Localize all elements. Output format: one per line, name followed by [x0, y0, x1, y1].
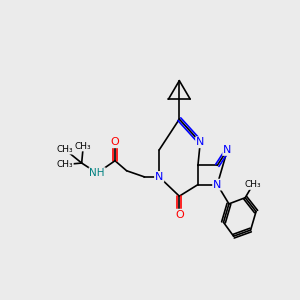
Text: CH₃: CH₃ [56, 145, 73, 154]
Text: N: N [155, 172, 164, 182]
Text: N: N [213, 180, 221, 190]
Text: CH₃: CH₃ [75, 142, 92, 151]
Text: CH₃: CH₃ [244, 180, 261, 189]
Text: N: N [223, 145, 232, 155]
Text: O: O [175, 210, 184, 220]
Text: N: N [196, 137, 204, 147]
Text: CH₃: CH₃ [56, 160, 73, 169]
Text: NH: NH [89, 168, 105, 178]
Text: O: O [111, 137, 119, 147]
